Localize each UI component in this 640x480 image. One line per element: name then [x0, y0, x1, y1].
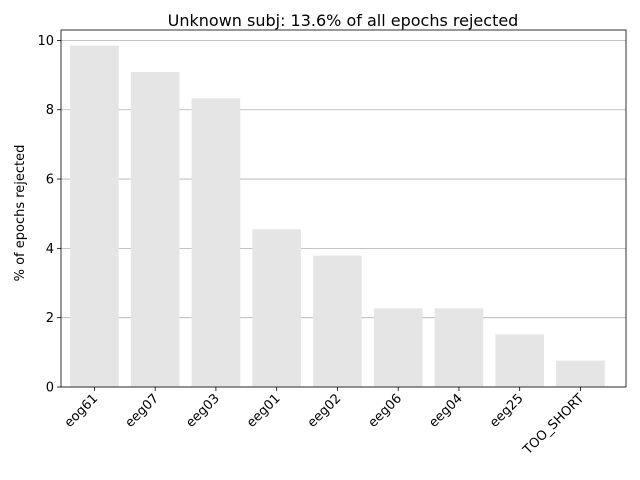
- y-tick-label: 0: [46, 381, 54, 396]
- x-tick-label: eeg03: [183, 391, 222, 430]
- y-tick-label: 4: [46, 242, 54, 257]
- y-tick-label: 10: [37, 34, 54, 49]
- bars: [70, 45, 605, 388]
- bar-eeg04: [434, 308, 484, 387]
- x-ticks: eog61 eeg07 eeg03 eeg01 eeg02 eeg06 eeg04 eeg25…: [62, 387, 587, 459]
- bar-TOO_SHORT: [556, 360, 605, 387]
- x-tick-label: eeg01: [244, 391, 283, 430]
- bar-eeg25: [495, 334, 544, 387]
- y-tick-label: 8: [46, 103, 54, 118]
- x-tick-label: eeg04: [426, 391, 465, 430]
- x-tick-label: eeg07: [123, 391, 162, 430]
- x-tick-label: eeg02: [305, 391, 344, 430]
- x-tick-label: eog61: [62, 391, 101, 430]
- x-tick-label: TOO_SHORT: [520, 391, 587, 458]
- y-axis-label: % of epochs rejected: [13, 145, 28, 282]
- bar-eog61: [70, 45, 119, 388]
- axes: [60, 29, 627, 388]
- bar-eeg06: [373, 308, 423, 387]
- y-tick-label: 6: [46, 173, 54, 188]
- chart-title: Unknown subj: 13.6% of all epochs reject…: [167, 11, 519, 30]
- y-tick-label: 2: [46, 311, 54, 326]
- bar-eeg01: [252, 229, 301, 387]
- x-tick-label: eeg06: [366, 391, 405, 430]
- plot-frame: [60, 29, 627, 388]
- bar-eeg02: [313, 255, 362, 387]
- bar-eeg03: [191, 98, 241, 388]
- bar-eeg07: [130, 71, 180, 387]
- y-ticks: 0 2 4 6 8 10: [37, 34, 61, 396]
- x-tick-label: eeg25: [487, 391, 526, 430]
